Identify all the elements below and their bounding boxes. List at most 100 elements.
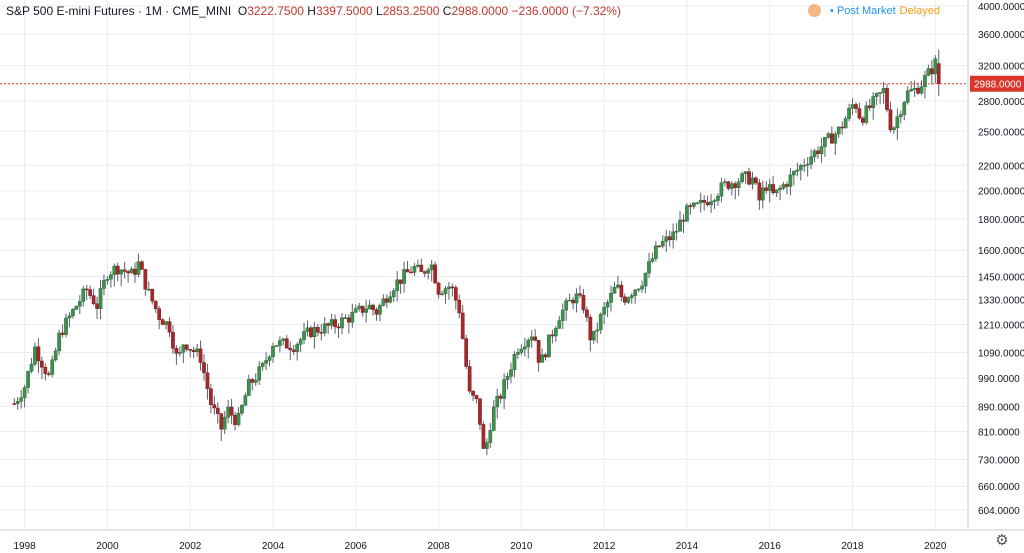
candle-down	[754, 177, 758, 184]
candle-up	[33, 346, 37, 365]
candle-up	[505, 376, 510, 380]
candle-down	[450, 286, 455, 289]
candle-up	[388, 296, 393, 303]
candle-up	[391, 290, 396, 298]
candle-up	[850, 104, 855, 109]
candle-up	[343, 317, 348, 320]
candle-down	[205, 372, 210, 389]
candle-down	[326, 323, 331, 326]
candle-up	[591, 330, 596, 341]
price-tick-label: 990.0000	[978, 374, 1020, 385]
time-tick-label: 2010	[510, 541, 533, 552]
candle-up	[878, 92, 882, 94]
candle-down	[457, 299, 462, 314]
candle-down	[757, 182, 762, 201]
candle-up	[53, 350, 58, 361]
price-tick-label: 810.0000	[978, 428, 1020, 439]
candle-down	[619, 284, 624, 298]
candle-down	[347, 317, 351, 323]
candle-up	[909, 89, 914, 92]
candle-up	[29, 363, 34, 372]
candle-up	[574, 293, 579, 304]
candle-down	[543, 354, 548, 358]
candle-up	[836, 126, 841, 135]
candle-up	[812, 150, 817, 158]
candle-up	[671, 231, 675, 240]
candle-up	[257, 366, 262, 381]
price-axis[interactable]: 604.0000 660.0000 730.0000 810.0000 890.0000…	[967, 0, 1024, 530]
candle-down	[930, 68, 934, 75]
candle-up	[691, 202, 696, 207]
candle-down	[336, 326, 341, 329]
candle-up	[847, 107, 851, 119]
candle-up	[750, 177, 755, 185]
ohlc-high: H3397.5000	[307, 4, 373, 18]
candle-up	[616, 284, 620, 288]
candle-down	[12, 403, 17, 405]
candle-up	[260, 362, 265, 367]
candle-up	[271, 345, 275, 357]
candle-up	[698, 199, 703, 204]
candle-down	[405, 269, 410, 273]
price-tick-label: 2500.0000	[978, 127, 1024, 138]
candle-down	[157, 308, 162, 320]
candle-down	[43, 367, 48, 374]
candle-up	[788, 174, 793, 187]
market-status[interactable]: • Post Market Delayed	[808, 4, 940, 17]
candle-down	[657, 245, 662, 248]
candle-down	[433, 264, 437, 284]
candle-up	[881, 88, 886, 93]
candle-up	[502, 379, 506, 399]
price-tick-label: 3200.0000	[978, 61, 1024, 72]
candle-up	[509, 369, 513, 377]
candle-up	[112, 265, 117, 276]
candle-up	[178, 352, 182, 354]
price-tick-label: 604.0000	[978, 506, 1020, 517]
candle-down	[536, 339, 541, 363]
candle-down	[857, 108, 862, 119]
candle-down	[191, 350, 196, 352]
candle-up	[26, 371, 30, 388]
candle-down	[333, 319, 337, 328]
settings-gear-icon[interactable]: ⚙	[995, 532, 1009, 549]
candle-down	[581, 294, 586, 311]
candle-up	[629, 295, 634, 298]
candle-up	[740, 173, 744, 183]
last-price-label: 2988.0000	[974, 80, 1022, 91]
candle-up	[874, 93, 879, 97]
candle-up	[305, 327, 310, 332]
price-tick-label: 2200.0000	[978, 161, 1024, 172]
candle-down	[184, 344, 189, 350]
time-tick-label: 2004	[262, 541, 285, 552]
candle-down	[460, 312, 465, 339]
candle-down	[122, 269, 127, 272]
price-tick-label: 1450.0000	[978, 272, 1024, 283]
candle-up	[902, 102, 907, 115]
candle-up	[678, 219, 682, 232]
candle-up	[298, 339, 303, 345]
candle-down	[133, 268, 137, 275]
candle-down	[371, 304, 375, 310]
candle-up	[802, 164, 807, 167]
candle-up	[843, 118, 848, 129]
candle-down	[681, 219, 686, 222]
candle-up	[602, 306, 606, 315]
candle-up	[685, 205, 689, 222]
candle-up	[792, 171, 796, 176]
candle-up	[340, 317, 344, 329]
time-axis[interactable]: 1998 2000 2002 2004 2006 2008 2010 2012 2014 2016…	[0, 529, 1024, 552]
price-tick-label: 660.0000	[978, 482, 1020, 493]
candle-up	[805, 163, 810, 166]
candle-down	[747, 171, 751, 185]
market-status-dot-icon	[808, 4, 822, 17]
candle-up	[612, 287, 617, 294]
candle-down	[319, 332, 324, 334]
candle-up	[826, 133, 831, 138]
ohlc-close: C2988.0000	[442, 4, 509, 18]
candle-up	[798, 165, 803, 171]
candle-up	[15, 400, 20, 404]
candle-down	[885, 88, 889, 110]
candle-down	[816, 150, 820, 155]
candle-up	[547, 334, 551, 358]
